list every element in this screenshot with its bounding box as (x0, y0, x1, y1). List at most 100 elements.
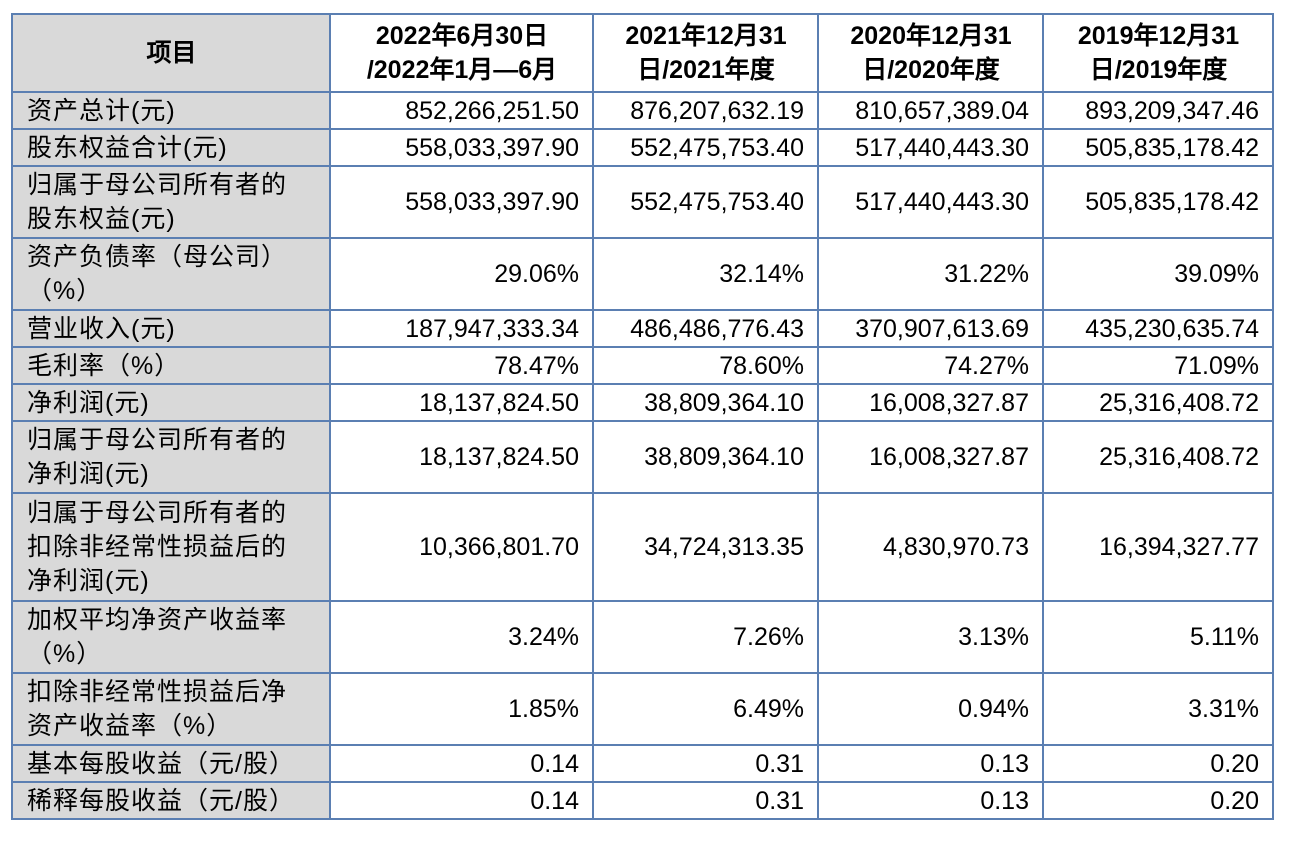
value-cell: 38,809,364.10 (592, 383, 819, 422)
value-cell: 0.31 (592, 744, 819, 783)
row-label-line: （%） (27, 640, 103, 668)
value-cell: 0.94% (817, 672, 1044, 746)
row-label: 加权平均净资产收益率 （%） (11, 600, 331, 674)
value-cell: 552,475,753.40 (592, 165, 819, 239)
value-cell: 71.09% (1042, 346, 1274, 385)
value-cell: 0.20 (1042, 781, 1274, 820)
row-label-line: 归属于母公司所有者的 (27, 426, 288, 454)
row-label-line: 基本每股收益（元/股） (27, 749, 295, 778)
value-cell: 3.24% (329, 600, 594, 674)
table-header: 项目 2022年6月30日 /2022年1月—6月 2021年12月31 日/2… (11, 13, 1274, 93)
value-cell: 18,137,824.50 (329, 420, 594, 494)
value-cell: 486,486,776.43 (592, 309, 819, 348)
value-cell: 4,830,970.73 (817, 492, 1044, 602)
value-cell: 16,008,327.87 (817, 383, 1044, 422)
value-cell: 893,209,347.46 (1042, 91, 1274, 130)
row-label: 归属于母公司所有者的 股东权益(元) (11, 165, 331, 239)
value-cell: 31.22% (817, 237, 1044, 311)
value-cell: 0.13 (817, 781, 1044, 820)
row-label: 营业收入(元) (11, 309, 331, 348)
row-label-line: 股东权益(元) (27, 205, 176, 233)
row-label: 股东权益合计(元) (11, 128, 331, 167)
header-period-line1: 2022年6月30日 (375, 22, 549, 50)
value-cell: 558,033,397.90 (329, 128, 594, 167)
row-label-line: 扣除非经常性损益后净 (27, 678, 288, 706)
value-cell: 29.06% (329, 237, 594, 311)
value-cell: 16,394,327.77 (1042, 492, 1274, 602)
header-row: 项目 2022年6月30日 /2022年1月—6月 2021年12月31 日/2… (11, 13, 1274, 93)
table-row: 归属于母公司所有者的 扣除非经常性损益后的 净利润(元) 10,366,801.70 3… (11, 492, 1274, 602)
row-label-line: 资产总计(元) (27, 96, 176, 125)
financial-summary-table: 项目 2022年6月30日 /2022年1月—6月 2021年12月31 日/2… (11, 13, 1274, 820)
header-period-line2: 日/2020年度 (862, 56, 1000, 84)
row-label: 归属于母公司所有者的 扣除非经常性损益后的 净利润(元) (11, 492, 331, 602)
value-cell: 552,475,753.40 (592, 128, 819, 167)
header-period-2019: 2019年12月31 日/2019年度 (1042, 13, 1274, 93)
row-label-line: 净利润(元) (27, 567, 150, 595)
row-label-line: 扣除非经常性损益后的 (27, 533, 288, 561)
header-period-line1: 2021年12月31 (625, 22, 787, 50)
value-cell: 187,947,333.34 (329, 309, 594, 348)
table-row: 股东权益合计(元) 558,033,397.90 552,475,753.40 517… (11, 128, 1274, 167)
value-cell: 370,907,613.69 (817, 309, 1044, 348)
table-row: 净利润(元) 18,137,824.50 38,809,364.10 16,008,3… (11, 383, 1274, 422)
row-label-line: （%） (27, 277, 103, 305)
value-cell: 517,440,443.30 (817, 128, 1044, 167)
header-item: 项目 (11, 13, 331, 93)
value-cell: 1.85% (329, 672, 594, 746)
table-row: 归属于母公司所有者的 净利润(元) 18,137,824.50 38,809,364.… (11, 420, 1274, 494)
row-label: 净利润(元) (11, 383, 331, 422)
value-cell: 558,033,397.90 (329, 165, 594, 239)
value-cell: 505,835,178.42 (1042, 165, 1274, 239)
value-cell: 25,316,408.72 (1042, 383, 1274, 422)
row-label: 基本每股收益（元/股） (11, 744, 331, 783)
value-cell: 0.20 (1042, 744, 1274, 783)
value-cell: 78.60% (592, 346, 819, 385)
value-cell: 876,207,632.19 (592, 91, 819, 130)
value-cell: 5.11% (1042, 600, 1274, 674)
row-label-line: 资产收益率（%） (27, 712, 233, 740)
row-label-line: 股东权益合计(元) (27, 133, 228, 162)
header-period-line2: 日/2019年度 (1089, 56, 1228, 84)
table-row: 归属于母公司所有者的 股东权益(元) 558,033,397.90 552,475,7… (11, 165, 1274, 239)
row-label-line: 归属于母公司所有者的 (27, 499, 288, 527)
value-cell: 3.31% (1042, 672, 1274, 746)
table-row: 基本每股收益（元/股） 0.14 0.31 0.13 0.20 (11, 744, 1274, 783)
value-cell: 7.26% (592, 600, 819, 674)
row-label-line: 毛利率（%） (27, 351, 181, 380)
table-row: 扣除非经常性损益后净 资产收益率（%） 1.85% 6.49% 0.94% 3.31% (11, 672, 1274, 746)
table-row: 营业收入(元) 187,947,333.34 486,486,776.43 370,9… (11, 309, 1274, 348)
row-label-line: 资产负债率（母公司） (27, 243, 288, 271)
value-cell: 0.13 (817, 744, 1044, 783)
value-cell: 10,366,801.70 (329, 492, 594, 602)
value-cell: 517,440,443.30 (817, 165, 1044, 239)
header-period-line2: /2022年1月—6月 (366, 56, 558, 84)
table-row: 稀释每股收益（元/股） 0.14 0.31 0.13 0.20 (11, 781, 1274, 820)
row-label: 稀释每股收益（元/股） (11, 781, 331, 820)
value-cell: 16,008,327.87 (817, 420, 1044, 494)
value-cell: 38,809,364.10 (592, 420, 819, 494)
table-row: 加权平均净资产收益率 （%） 3.24% 7.26% 3.13% 5.11% (11, 600, 1274, 674)
value-cell: 18,137,824.50 (329, 383, 594, 422)
value-cell: 810,657,389.04 (817, 91, 1044, 130)
row-label: 归属于母公司所有者的 净利润(元) (11, 420, 331, 494)
row-label-line: 净利润(元) (27, 388, 150, 417)
header-period-line1: 2019年12月31 (1077, 22, 1240, 50)
row-label-line: 营业收入(元) (27, 314, 176, 343)
value-cell: 0.14 (329, 781, 594, 820)
value-cell: 39.09% (1042, 237, 1274, 311)
row-label-line: 归属于母公司所有者的 (27, 171, 288, 199)
table-row: 资产负债率（母公司） （%） 29.06% 32.14% 31.22% 39.09% (11, 237, 1274, 311)
table-row: 毛利率（%） 78.47% 78.60% 74.27% 71.09% (11, 346, 1274, 385)
value-cell: 3.13% (817, 600, 1044, 674)
value-cell: 74.27% (817, 346, 1044, 385)
row-label-line: 加权平均净资产收益率 (27, 606, 288, 634)
table-body: 资产总计(元) 852,266,251.50 876,207,632.19 810,6… (11, 91, 1274, 820)
row-label: 扣除非经常性损益后净 资产收益率（%） (11, 672, 331, 746)
header-period-2022h1: 2022年6月30日 /2022年1月—6月 (329, 13, 594, 93)
table-row: 资产总计(元) 852,266,251.50 876,207,632.19 810,6… (11, 91, 1274, 130)
value-cell: 78.47% (329, 346, 594, 385)
row-label: 毛利率（%） (11, 346, 331, 385)
value-cell: 0.14 (329, 744, 594, 783)
header-period-line2: 日/2021年度 (637, 56, 775, 84)
